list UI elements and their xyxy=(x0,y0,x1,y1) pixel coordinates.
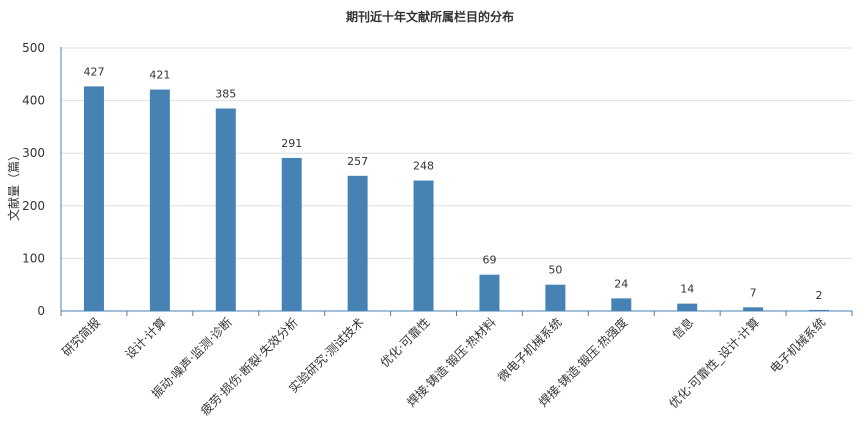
bar xyxy=(677,303,698,311)
bar xyxy=(215,108,236,312)
data-label: 248 xyxy=(413,160,434,173)
data-label: 24 xyxy=(614,277,628,290)
bar xyxy=(611,298,632,311)
bar xyxy=(743,307,764,311)
data-label: 7 xyxy=(750,286,757,299)
category-labels: 研究简报 设计·计算振动·噪声·监测·诊断疲劳·损伤·断裂·失效分析实验研究·测试… xyxy=(59,315,829,419)
y-tick-label: 500 xyxy=(22,41,45,55)
category-label: 微电子机械系统 xyxy=(494,315,564,385)
y-tick-label: 200 xyxy=(22,199,45,213)
bar xyxy=(281,157,302,311)
x-axis xyxy=(60,47,853,316)
data-label: 385 xyxy=(215,87,236,100)
y-tick-label: 100 xyxy=(22,251,45,265)
data-label: 291 xyxy=(281,137,302,150)
data-label: 2 xyxy=(816,289,823,302)
category-label: 电子机械系统 xyxy=(767,315,829,377)
bar xyxy=(149,89,170,311)
data-label: 421 xyxy=(149,69,170,82)
bar xyxy=(545,284,566,311)
data-label: 69 xyxy=(482,254,496,267)
y-tick-label: 0 xyxy=(37,304,45,318)
bars xyxy=(83,86,830,312)
bar xyxy=(809,309,830,311)
y-axis-ticks: 0 100 200 300 400 500 xyxy=(22,41,45,318)
data-labels: 427 421 385 291 257 248 69 50 24 14 7 2 xyxy=(83,65,822,302)
y-tick-label: 400 xyxy=(22,94,45,108)
data-label: 50 xyxy=(548,264,562,277)
category-label: 设计·计算 xyxy=(122,315,169,362)
bar xyxy=(83,86,104,311)
category-label: 研究简报 xyxy=(59,315,104,360)
gridlines xyxy=(61,47,852,259)
y-axis-label: 文献量（篇） xyxy=(6,149,21,221)
y-tick-label: 300 xyxy=(22,146,45,160)
bar xyxy=(479,274,500,311)
bar xyxy=(347,175,368,311)
chart-title: 期刊近十年文献所属栏目的分布 xyxy=(346,9,514,24)
category-label: 优化·可靠性 xyxy=(378,315,433,370)
data-label: 257 xyxy=(347,155,368,168)
data-label: 14 xyxy=(680,283,694,296)
category-label: 信息 xyxy=(669,315,697,343)
bar xyxy=(413,180,434,311)
data-label: 427 xyxy=(83,65,104,78)
